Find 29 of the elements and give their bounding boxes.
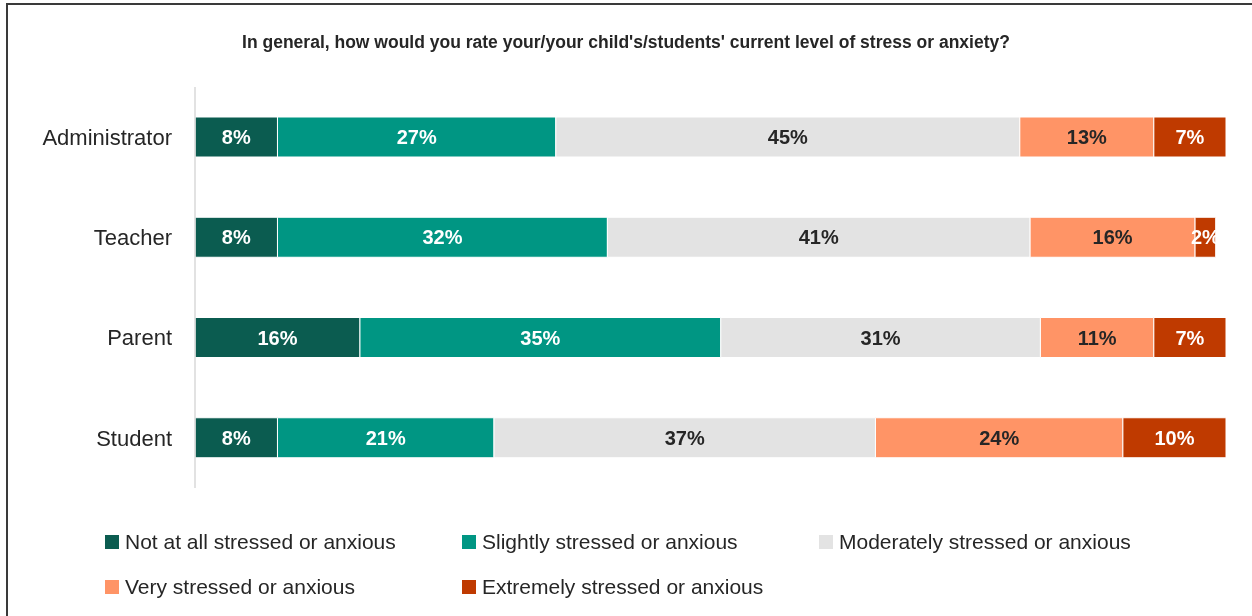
data-label: 7% [1175,326,1205,349]
data-label: 21% [365,426,406,449]
data-label: 8% [221,226,251,249]
legend-label: Not at all stressed or anxious [125,529,396,554]
y-tick-label: Parent [107,325,172,351]
y-tick-label: Student [96,425,172,451]
data-label: 37% [664,426,705,449]
data-label: 8% [221,126,251,149]
data-label: 11% [1077,326,1117,349]
data-label: 16% [1092,226,1133,249]
y-tick-label: Administrator [42,124,172,150]
data-label: 32% [422,226,463,249]
data-label: 41% [798,226,839,249]
data-label: 35% [520,326,561,349]
chart-title: In general, how would you rate your/your child's/students' current level of stress or anxiety? [241,32,1011,53]
data-label: 45% [767,126,809,149]
legend-label: Slightly stressed or anxious [482,529,738,554]
y-tick-label: Teacher [93,225,172,251]
data-label: 8% [221,426,251,449]
legend-label: Moderately stressed or anxious [839,529,1131,554]
legend-label: Extremely stressed or anxious [482,574,764,599]
data-label: 27% [396,126,437,149]
data-label: 24% [979,426,1020,449]
data-label: 10% [1154,426,1195,449]
data-label: 31% [860,326,901,349]
data-label: 7% [1175,126,1205,149]
data-label: 16% [257,326,298,349]
legend-label: Very stressed or anxious [125,574,355,599]
data-label: 13% [1066,126,1108,149]
